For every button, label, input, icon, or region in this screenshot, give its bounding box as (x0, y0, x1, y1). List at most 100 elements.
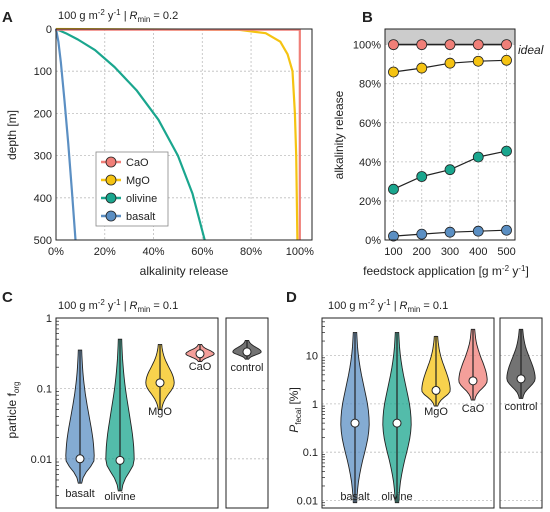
panel-d-subtitle: 100 g m-2 y-1 | Rmin = 0.1 (328, 298, 448, 314)
point-olivine (472, 151, 484, 163)
panel-letter-a: A (2, 9, 13, 26)
panel-a: A 100 g m-2 y-1 | Rmin = 0.2 0% 20% 40% 60%… (2, 8, 314, 278)
violin-label-basalt: basalt (65, 488, 94, 500)
point-CaO (388, 39, 399, 51)
x-tick-label: 20% (94, 246, 116, 258)
violin-label-MgO: MgO (148, 406, 172, 418)
legend-marker-basalt (105, 210, 117, 222)
panel-a-legend: CaO MgO olivine basalt (95, 151, 169, 227)
y-tick-label: 40% (359, 157, 381, 169)
point-CaO (501, 39, 512, 51)
legend-label-olivine: olivine (126, 193, 157, 205)
x-tick-label: 60% (191, 246, 213, 258)
median-MgO (431, 385, 441, 395)
y-tick-label: 60% (359, 118, 381, 130)
panel-a-lines (54, 27, 301, 241)
panel-d-ticks: 0.01 0.1 1 10 (297, 317, 325, 509)
y-tick-label: 1 (312, 399, 318, 411)
panel-c: C 100 g m-2 y-1 | Rmin = 0.1 0.01 0.1 1 pa… (2, 289, 269, 509)
panel-b-grid (385, 29, 515, 241)
panel-a-ylabel: depth [m] (5, 110, 19, 160)
x-tick-label: 400 (469, 246, 487, 258)
panel-b-xlabel: feedstock application [g m-2 y-1] (363, 264, 529, 278)
point-basalt (388, 230, 399, 242)
y-tick-label: 500 (34, 235, 52, 247)
panel-b-ticks: 100 200 300 400 500 0% 20% 40% 60% 80% 100% (353, 40, 516, 258)
panel-c-ylabel: particle forg (5, 382, 21, 439)
panel-c-subtitle: 100 g m-2 y-1 | Rmin = 0.1 (58, 298, 178, 314)
panel-b-frame (384, 28, 516, 241)
x-tick-label: 100% (286, 246, 314, 258)
point-basalt (501, 224, 512, 236)
y-tick-label: 10 (306, 351, 318, 363)
point-olivine (501, 145, 512, 157)
x-tick-label: 40% (143, 246, 165, 258)
panel-a-grid (56, 29, 312, 240)
y-tick-label: 200 (34, 108, 52, 120)
y-tick-label: 0.1 (303, 447, 318, 459)
series-line-MgO (55, 27, 299, 241)
violin-label-CaO: CaO (189, 361, 212, 373)
y-tick-label: 0% (365, 235, 381, 247)
violin-label-control: control (504, 401, 537, 413)
panel-letter-b: B (362, 9, 373, 26)
series-line-CaO (56, 28, 301, 240)
point-basalt (416, 228, 428, 240)
series-line-olivine (55, 27, 206, 241)
legend-marker-MgO (105, 174, 117, 186)
median-CaO (468, 376, 478, 386)
panel-letter-c: C (2, 289, 13, 306)
point-basalt (472, 225, 484, 237)
violin-label-olivine: olivine (104, 491, 135, 503)
median-olivine (392, 418, 402, 428)
point-basalt (444, 226, 456, 238)
panel-c-frame-main (55, 317, 219, 509)
median-MgO (155, 378, 165, 388)
point-olivine (444, 164, 456, 176)
y-tick-label: 400 (34, 193, 52, 205)
panel-a-frame (55, 28, 313, 241)
panel-b: B ideal 100 200 300 400 5000%20%40%60%80%100… (332, 9, 544, 278)
point-CaO (444, 39, 456, 51)
panel-d-frame-control (499, 317, 543, 509)
legend-label-basalt: basalt (126, 211, 155, 223)
y-tick-label: 0.01 (31, 454, 52, 466)
median-basalt (350, 418, 360, 428)
point-olivine (388, 183, 399, 195)
point-CaO (416, 39, 428, 51)
panel-c-ticks: 0.01 0.1 1 (31, 313, 59, 509)
median-control (242, 347, 252, 357)
panel-d-violins (340, 328, 536, 504)
x-tick-label: 300 (441, 246, 459, 258)
y-tick-label: 20% (359, 196, 381, 208)
y-tick-label: 0 (46, 24, 52, 36)
panel-a-subtitle: 100 g m-2 y-1 | Rmin = 0.2 (58, 8, 178, 24)
panel-d-ylabel: Pfecal [%] (287, 387, 303, 433)
y-tick-label: 0.01 (297, 496, 318, 508)
panel-c-frame-control (225, 317, 269, 509)
x-tick-label: 0% (48, 246, 64, 258)
y-tick-label: 0.1 (37, 383, 52, 395)
legend-marker-olivine (105, 192, 117, 204)
point-MgO (444, 57, 456, 69)
violin-label-CaO: CaO (462, 403, 485, 415)
median-olivine (115, 455, 125, 465)
legend-marker-CaO (105, 156, 117, 168)
y-tick-label: 1 (46, 313, 52, 325)
violin-label-MgO: MgO (424, 406, 448, 418)
y-tick-label: 80% (359, 79, 381, 91)
panel-a-xlabel: alkalinity release (140, 264, 229, 278)
point-MgO (388, 66, 399, 78)
panel-b-lines (388, 39, 512, 242)
x-tick-label: 200 (413, 246, 431, 258)
ideal-band (385, 29, 515, 45)
panel-letter-d: D (286, 289, 297, 306)
panel-d: D 100 g m-2 y-1 | Rmin = 0.1 0.010.1110 … (286, 289, 543, 509)
panel-b-ylabel: alkalinity release (332, 90, 346, 179)
violin-label-basalt: basalt (340, 491, 369, 503)
panel-d-frame-main (321, 317, 495, 509)
panel-c-violins (65, 338, 262, 492)
median-control (516, 374, 526, 384)
violin-label-olivine: olivine (381, 491, 412, 503)
